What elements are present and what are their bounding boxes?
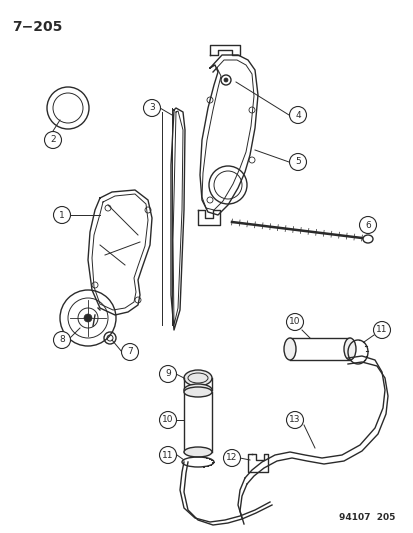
Circle shape <box>289 107 306 124</box>
Circle shape <box>84 314 92 322</box>
Circle shape <box>121 343 138 360</box>
Text: 7: 7 <box>127 348 133 357</box>
Text: 3: 3 <box>149 103 154 112</box>
Circle shape <box>223 78 228 82</box>
Circle shape <box>286 313 303 330</box>
Text: 2: 2 <box>50 135 56 144</box>
Text: 12: 12 <box>226 454 237 463</box>
Ellipse shape <box>283 338 295 360</box>
Text: 5: 5 <box>294 157 300 166</box>
Circle shape <box>159 366 176 383</box>
Text: 4: 4 <box>294 110 300 119</box>
Circle shape <box>143 100 160 117</box>
Text: 8: 8 <box>59 335 65 344</box>
Circle shape <box>223 449 240 466</box>
Ellipse shape <box>183 447 211 457</box>
Ellipse shape <box>183 384 211 396</box>
Text: 11: 11 <box>375 326 387 335</box>
Circle shape <box>286 411 303 429</box>
Circle shape <box>159 411 176 429</box>
Ellipse shape <box>183 370 211 386</box>
Text: 11: 11 <box>162 450 173 459</box>
Circle shape <box>159 447 176 464</box>
Ellipse shape <box>343 338 355 360</box>
Text: 1: 1 <box>59 211 65 220</box>
Circle shape <box>53 206 70 223</box>
Circle shape <box>53 332 70 349</box>
Circle shape <box>289 154 306 171</box>
Text: 94107  205: 94107 205 <box>338 513 394 522</box>
Circle shape <box>373 321 389 338</box>
Text: 9: 9 <box>165 369 171 378</box>
Circle shape <box>44 132 62 149</box>
Circle shape <box>358 216 375 233</box>
Text: 13: 13 <box>289 416 300 424</box>
Ellipse shape <box>183 387 211 397</box>
Text: 7−205: 7−205 <box>12 20 62 34</box>
Text: 10: 10 <box>289 318 300 327</box>
Text: 10: 10 <box>162 416 173 424</box>
Text: 6: 6 <box>364 221 370 230</box>
